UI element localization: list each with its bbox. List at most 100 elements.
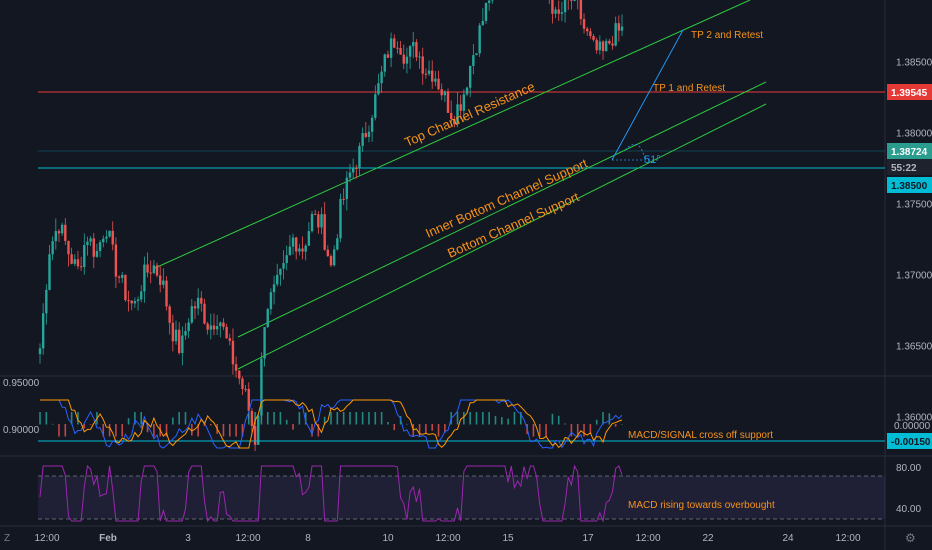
macd-histogram-bar (557, 415, 560, 425)
candle-body (589, 31, 592, 37)
time-tick-label: 17 (582, 533, 594, 544)
macd-histogram-bar (197, 424, 199, 437)
macd-histogram-bar (570, 424, 573, 437)
time-tick-label: 8 (305, 533, 311, 544)
macd-histogram-bar (127, 418, 130, 425)
candle-body (579, 0, 583, 20)
macd-histogram-bar (589, 424, 592, 434)
candle-body (51, 241, 54, 255)
candle-body (149, 272, 152, 274)
macd-histogram-bar (178, 412, 180, 425)
macd-histogram-bar (89, 424, 92, 425)
candle-body (620, 26, 624, 31)
macd-left-tick: 0.90000 (3, 425, 40, 436)
candle-body (155, 265, 159, 276)
candle-body (225, 326, 228, 339)
candle-body (383, 54, 386, 72)
macd-histogram-bar (292, 424, 294, 430)
macd-note: MACD/SIGNAL cross off support (628, 430, 773, 441)
candle-body (459, 104, 462, 111)
candle-body (440, 89, 443, 96)
macd-histogram-bar (83, 424, 86, 429)
macd-histogram-bar (336, 412, 339, 425)
price-tick-label: 1.38500 (896, 57, 932, 68)
candle-body (595, 39, 598, 51)
candle-body (64, 224, 67, 241)
candle-body (70, 254, 73, 264)
macd-histogram-bar (532, 424, 535, 437)
candle-body (177, 329, 181, 353)
candle-body (291, 237, 295, 247)
candle-body (285, 255, 288, 264)
candle-body (491, 0, 494, 1)
macd-histogram-bar (115, 424, 117, 437)
candle-body (279, 268, 282, 275)
candle-body (295, 237, 298, 252)
candle-body (133, 301, 137, 304)
macd-histogram-bar (374, 412, 377, 425)
candle-body (165, 280, 168, 307)
macd-histogram-bar (551, 413, 554, 425)
candle-body (336, 238, 339, 250)
time-tick-label: 12:00 (835, 533, 860, 544)
candle-body (310, 213, 314, 232)
candle-body (377, 83, 380, 95)
candle-body (367, 131, 371, 137)
candle-body (421, 56, 424, 74)
tp1-label: TP 1 and Retest (653, 83, 725, 94)
candle-body (98, 242, 102, 252)
candle-body (478, 25, 481, 54)
macd-histogram-bar (545, 424, 547, 437)
macd-histogram-bar (235, 424, 237, 437)
time-tick-label: 10 (382, 533, 394, 544)
angle-arc (624, 143, 646, 161)
candle-body (288, 246, 292, 256)
macd-histogram-bar (437, 424, 440, 437)
candle-body (453, 118, 456, 125)
macd-histogram-bar (494, 415, 497, 425)
candle-body (484, 2, 488, 21)
candle-body (92, 238, 95, 257)
macd-histogram-bar (228, 424, 231, 437)
candle-body (67, 240, 70, 255)
macd-histogram-bar (614, 424, 617, 427)
candle-body (332, 249, 336, 266)
candle-body (304, 245, 307, 252)
candle-body (222, 322, 225, 327)
bottom-channel-line (237, 103, 767, 370)
candle-body (282, 263, 285, 269)
time-tick-label: 12:00 (34, 533, 59, 544)
macd-histogram-bar (538, 424, 541, 437)
macd-histogram-bar (323, 416, 326, 425)
macd-histogram-bar (121, 424, 124, 437)
candle-body (412, 42, 415, 47)
candle-body (266, 309, 269, 328)
candle-body (557, 9, 560, 14)
price-tick-label: 1.38000 (896, 128, 932, 139)
macd-histogram-bar (311, 424, 313, 437)
macd-histogram-bar (583, 424, 585, 437)
candle-body (317, 214, 320, 228)
macd-histogram-bar (165, 424, 168, 437)
macd-histogram-bar (70, 412, 73, 425)
support-level-tag-bg (887, 177, 932, 193)
macd-histogram-bar (425, 424, 427, 435)
candle-body (443, 91, 447, 96)
candle-body (257, 415, 260, 445)
macd-histogram-bar (418, 424, 421, 437)
red-level-tag: 1.39545 (891, 88, 928, 99)
macd-histogram-bar (513, 412, 516, 425)
candle-body (117, 276, 121, 278)
macd-histogram-bar (108, 424, 111, 437)
time-tick-label: 24 (782, 533, 794, 544)
candle-body (54, 231, 58, 242)
candle-body (41, 313, 45, 349)
time-tick-label: Feb (99, 533, 117, 544)
candle-body (389, 38, 393, 58)
candle-body (276, 274, 279, 285)
candle-body (143, 264, 146, 292)
inner-channel-line (237, 81, 767, 338)
candle-body (196, 297, 200, 309)
